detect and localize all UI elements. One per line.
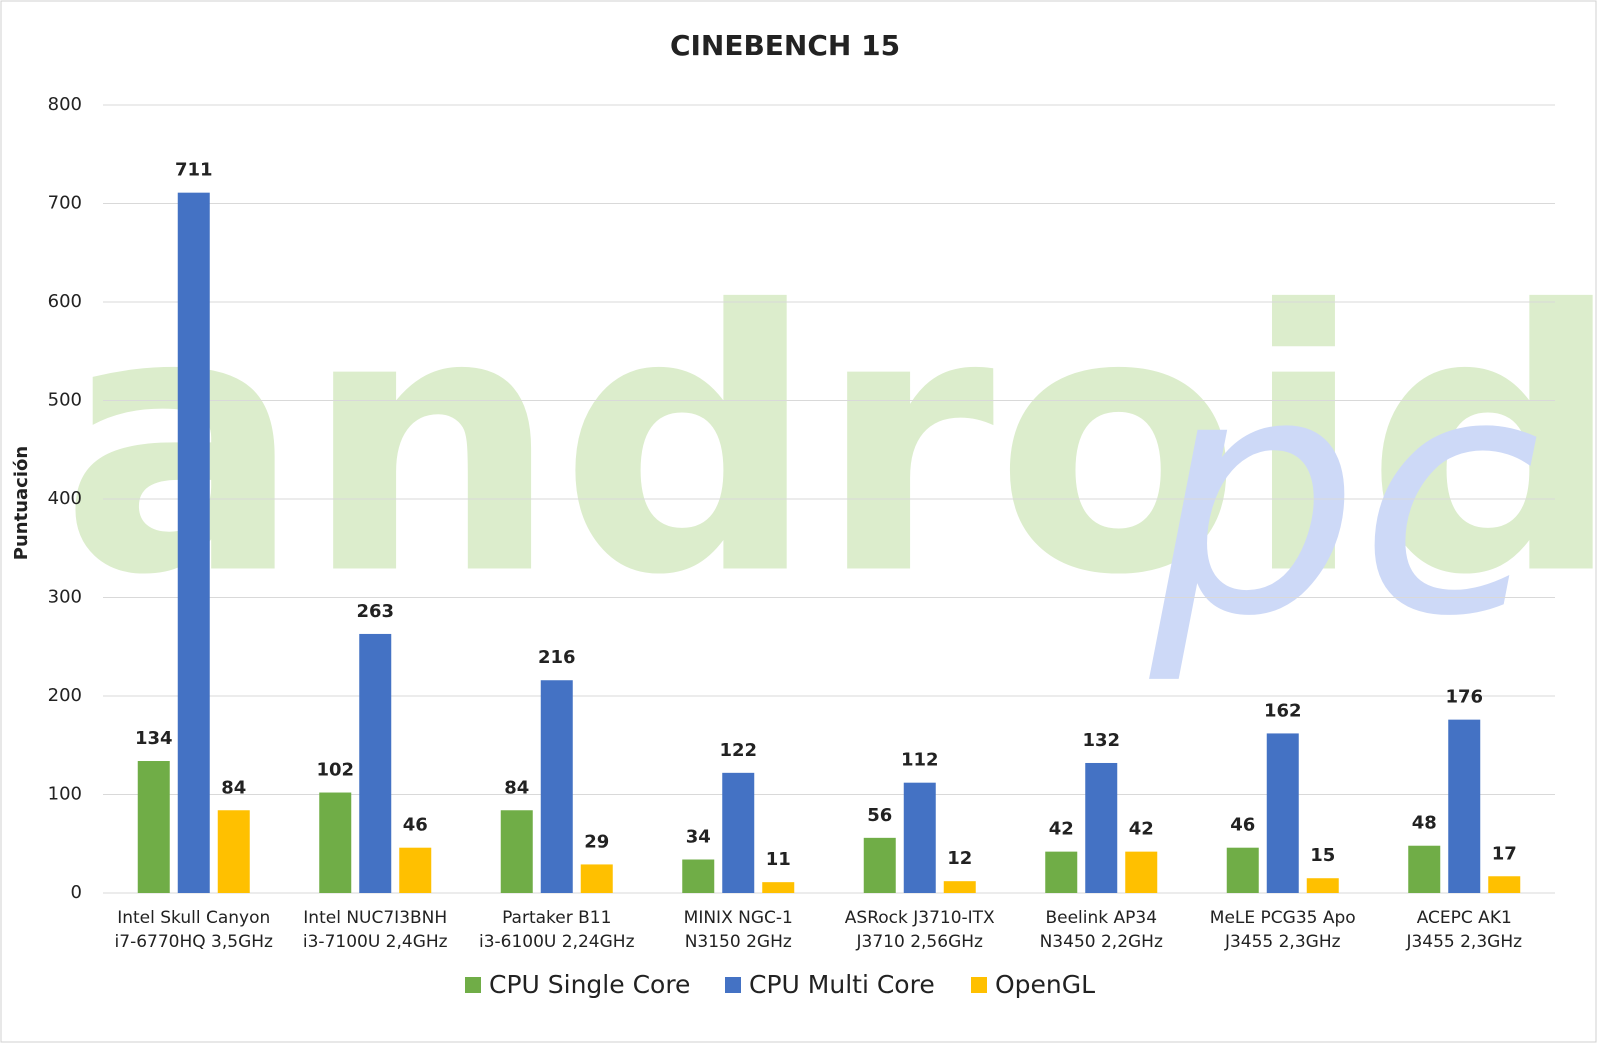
data-label: 46 xyxy=(1230,815,1255,836)
x-tick-label: MeLE PCG35 Apo xyxy=(1210,908,1356,928)
bar xyxy=(217,810,250,893)
data-label: 84 xyxy=(221,777,246,798)
bar xyxy=(359,633,392,893)
x-tick-label: J3710 2,56GHz xyxy=(856,932,983,952)
data-label: 34 xyxy=(686,827,711,848)
data-label: 162 xyxy=(1264,700,1302,721)
bar xyxy=(1266,733,1299,893)
legend-swatch xyxy=(971,977,987,993)
bar xyxy=(762,882,795,893)
data-label: 48 xyxy=(1412,813,1437,834)
legend-label: CPU Multi Core xyxy=(749,970,935,999)
data-label: 102 xyxy=(316,760,354,781)
bar xyxy=(399,847,432,893)
data-label: 711 xyxy=(175,160,213,181)
bar xyxy=(1045,851,1078,893)
y-tick-label: 500 xyxy=(48,390,82,411)
bar xyxy=(682,859,715,893)
bar xyxy=(903,782,936,893)
data-label: 84 xyxy=(504,777,529,798)
x-tick-label: Beelink AP34 xyxy=(1045,908,1157,928)
y-tick-label: 100 xyxy=(48,784,82,805)
bar xyxy=(500,810,533,893)
y-tick-label: 200 xyxy=(48,685,82,706)
bar xyxy=(137,761,170,893)
bar xyxy=(1488,876,1521,893)
y-tick-label: 700 xyxy=(48,193,82,214)
x-tick-label: J3455 2,3GHz xyxy=(1224,932,1341,952)
data-label: 132 xyxy=(1082,730,1120,751)
x-tick-label: i3-7100U 2,4GHz xyxy=(303,932,448,952)
x-tick-label: J3455 2,3GHz xyxy=(1405,932,1522,952)
bar xyxy=(177,192,210,894)
x-tick-label: i3-6100U 2,24GHz xyxy=(479,932,635,952)
data-label: 56 xyxy=(867,805,892,826)
data-label: 42 xyxy=(1129,819,1154,840)
legend-swatch xyxy=(465,977,481,993)
bar xyxy=(722,772,755,893)
data-label: 112 xyxy=(901,750,939,771)
data-label: 216 xyxy=(538,647,576,668)
watermark-text: android xyxy=(60,234,1597,653)
bar xyxy=(943,881,976,893)
watermark-text: pc xyxy=(1145,304,1541,688)
legend-label: CPU Single Core xyxy=(489,970,690,999)
data-label: 134 xyxy=(135,728,173,749)
bar xyxy=(1408,845,1441,893)
data-label: 29 xyxy=(584,831,609,852)
data-label: 17 xyxy=(1492,843,1517,864)
data-label: 12 xyxy=(947,848,972,869)
data-label: 46 xyxy=(403,815,428,836)
bar xyxy=(540,680,573,893)
data-label: 122 xyxy=(719,740,757,761)
bar xyxy=(319,792,352,893)
data-label: 176 xyxy=(1445,687,1483,708)
x-tick-label: ASRock J3710-ITX xyxy=(845,908,995,928)
bar xyxy=(1448,719,1481,893)
bar xyxy=(580,864,613,893)
x-tick-label: ACEPC AK1 xyxy=(1417,908,1512,928)
data-label: 42 xyxy=(1049,819,1074,840)
x-tick-label: N3450 2,2GHz xyxy=(1040,932,1163,952)
x-tick-label: Intel NUC7I3BNH xyxy=(303,908,447,928)
x-tick-label: Intel Skull Canyon xyxy=(117,908,270,928)
x-tick-label: Partaker B11 xyxy=(502,908,611,928)
y-tick-label: 400 xyxy=(48,488,82,509)
data-label: 263 xyxy=(356,601,394,622)
legend-label: OpenGL xyxy=(995,970,1095,999)
y-tick-label: 0 xyxy=(71,882,82,903)
data-label: 11 xyxy=(766,849,791,870)
x-tick-label: i7-6770HQ 3,5GHz xyxy=(115,932,273,952)
y-axis-label: Puntuación xyxy=(11,446,32,560)
bar xyxy=(863,837,896,893)
bar xyxy=(1306,878,1339,893)
bar xyxy=(1085,762,1118,893)
y-tick-label: 800 xyxy=(48,94,82,115)
data-label: 15 xyxy=(1310,845,1335,866)
y-tick-label: 300 xyxy=(48,587,82,608)
chart-title: CINEBENCH 15 xyxy=(670,29,900,62)
legend-swatch xyxy=(725,977,741,993)
bar xyxy=(1125,851,1158,893)
bar xyxy=(1226,847,1259,893)
y-tick-label: 600 xyxy=(48,291,82,312)
x-tick-label: N3150 2GHz xyxy=(685,932,792,952)
x-tick-label: MINIX NGC-1 xyxy=(684,908,793,928)
